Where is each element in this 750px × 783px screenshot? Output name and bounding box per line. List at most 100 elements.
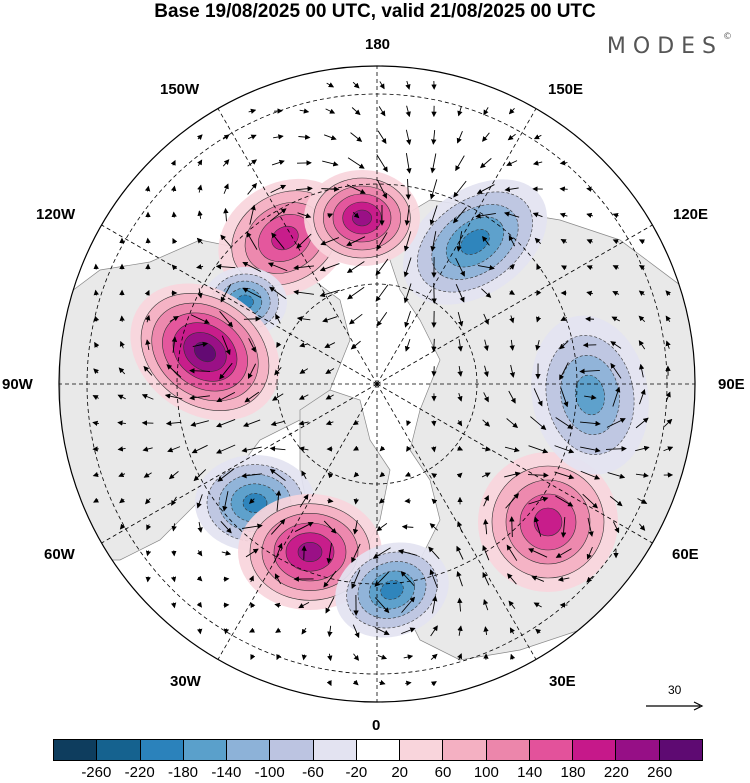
wind-arrow bbox=[246, 231, 258, 250]
wind-arrow bbox=[197, 550, 203, 557]
wind-arrow bbox=[508, 600, 516, 610]
wind-arrow bbox=[294, 522, 314, 532]
wind-arrow bbox=[481, 472, 491, 478]
wind-arrow bbox=[559, 362, 569, 381]
wind-arrow bbox=[527, 472, 549, 478]
wind-arrow bbox=[351, 107, 361, 116]
colorbar-tick-label: -180 bbox=[167, 764, 199, 781]
meridian-line bbox=[376, 383, 537, 660]
wind-arrow bbox=[404, 471, 411, 477]
colorbar-swatch bbox=[572, 740, 616, 760]
wind-arrow bbox=[299, 108, 310, 114]
wind-arrow bbox=[536, 289, 542, 296]
wind-arrow bbox=[379, 471, 386, 478]
wind-arrow bbox=[190, 420, 209, 427]
wind-arrow bbox=[400, 570, 416, 587]
wind-arrow bbox=[376, 232, 388, 251]
colorbar-tick-label: 140 bbox=[517, 764, 543, 781]
wind-arrow bbox=[197, 288, 203, 299]
wind-arrow bbox=[143, 472, 152, 478]
wind-arrow bbox=[611, 316, 620, 322]
colorbar-swatch bbox=[658, 740, 702, 760]
wind-arrow bbox=[377, 179, 387, 199]
wind-arrow bbox=[559, 212, 568, 218]
wind-arrow bbox=[535, 628, 542, 635]
anomaly-positive-alaska bbox=[271, 225, 299, 251]
wind-arrow bbox=[559, 340, 569, 350]
wind-arrow bbox=[223, 207, 229, 222]
wind-arrow bbox=[428, 546, 440, 560]
wind-arrow bbox=[638, 239, 645, 245]
wind-arrow bbox=[319, 263, 340, 272]
wind-arrow bbox=[665, 315, 671, 323]
wind-arrow bbox=[219, 362, 233, 380]
wind-arrow bbox=[555, 495, 574, 507]
wind-arrow bbox=[301, 627, 307, 635]
colorbar-tick-label: 20 bbox=[391, 764, 408, 781]
wind-arrow bbox=[196, 237, 203, 244]
wind-arrow bbox=[299, 342, 309, 348]
wind-arrow bbox=[118, 472, 126, 477]
wind-arrow bbox=[247, 182, 257, 195]
wind-arrow bbox=[269, 446, 286, 452]
wind-arrow bbox=[533, 602, 542, 608]
wind-arrow bbox=[145, 314, 151, 323]
wind-arrow bbox=[293, 289, 314, 295]
wind-arrow bbox=[197, 210, 203, 219]
wind-arrow bbox=[141, 393, 154, 400]
wind-arrow bbox=[353, 445, 360, 451]
wind-arrow bbox=[347, 286, 365, 300]
wind-arrow bbox=[169, 316, 179, 322]
wind-arrow bbox=[406, 420, 412, 427]
wind-arrow bbox=[432, 595, 438, 614]
wind-arrow bbox=[509, 315, 515, 324]
colorbar-swatch bbox=[269, 740, 313, 760]
colorbar-tick-label: -100 bbox=[254, 764, 285, 781]
wind-arrow bbox=[505, 493, 520, 509]
wind-arrow bbox=[506, 418, 519, 429]
wind-arrow bbox=[453, 180, 467, 198]
wind-arrow bbox=[404, 205, 410, 226]
wind-arrow bbox=[298, 134, 311, 140]
colorbar-tick-label: -60 bbox=[302, 764, 324, 781]
wind-arrow bbox=[143, 365, 153, 376]
wind-arrow bbox=[220, 284, 232, 303]
wind-arrow bbox=[372, 547, 391, 559]
wind-arrow bbox=[532, 212, 543, 218]
wind-arrow bbox=[533, 388, 543, 407]
anomaly-negative-scandinavia bbox=[380, 580, 404, 600]
wind-arrow bbox=[301, 654, 308, 661]
wind-arrow bbox=[612, 213, 619, 219]
wind-arrow bbox=[508, 235, 516, 247]
wind-arrow bbox=[145, 339, 151, 351]
wind-arrow bbox=[483, 495, 489, 507]
wind-arrow bbox=[535, 316, 542, 323]
wind-arrow bbox=[215, 263, 236, 270]
wind-arrow bbox=[482, 545, 490, 561]
wind-arrow bbox=[325, 597, 335, 614]
anomaly-positive-east-siberia bbox=[352, 209, 372, 227]
wind-arrow bbox=[483, 392, 489, 403]
meridian-line bbox=[376, 108, 537, 385]
wind-arrow bbox=[377, 130, 387, 145]
wind-arrow bbox=[637, 498, 648, 504]
reference-vector-label: 30 bbox=[668, 683, 682, 697]
wind-arrow bbox=[559, 160, 568, 166]
lon-label-60w: 60W bbox=[44, 546, 75, 563]
colorbar-swatch bbox=[528, 740, 573, 760]
wind-arrow bbox=[324, 342, 336, 348]
colorbar-swatch bbox=[139, 740, 183, 760]
wind-arrow bbox=[322, 160, 339, 167]
wind-arrow bbox=[346, 184, 366, 194]
wind-arrow bbox=[352, 624, 360, 639]
wind-arrow bbox=[346, 236, 366, 246]
wind-arrow bbox=[216, 419, 236, 428]
wind-arrow bbox=[482, 235, 490, 246]
wind-arrow bbox=[216, 391, 236, 403]
wind-arrow bbox=[509, 339, 515, 351]
wind-arrow bbox=[638, 315, 646, 323]
meridian-line bbox=[101, 383, 378, 544]
wind-arrow bbox=[528, 445, 549, 454]
wind-arrow bbox=[509, 364, 516, 378]
colorbar-tick-label: 220 bbox=[603, 764, 629, 781]
